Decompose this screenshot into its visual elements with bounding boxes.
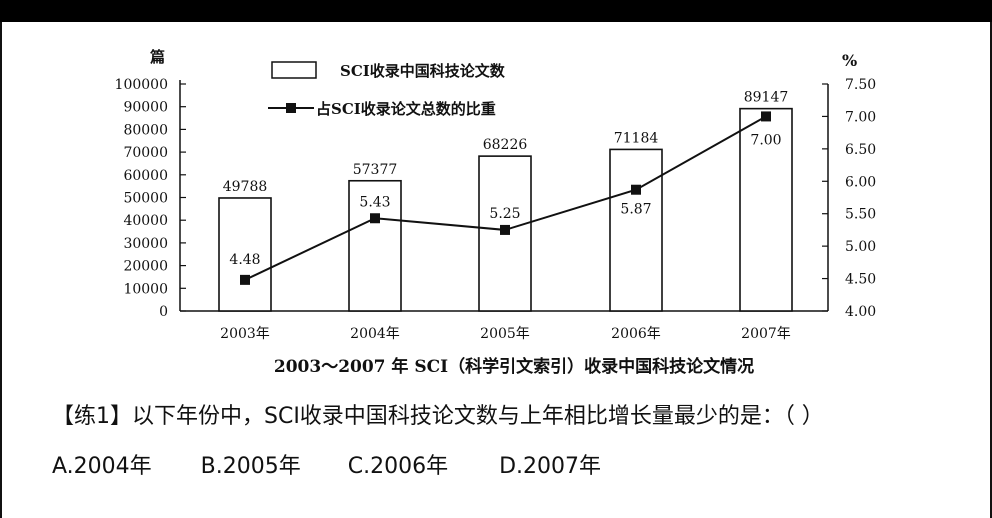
left-tick-label: 30000 xyxy=(123,236,168,252)
answer-options: A.2004年 B.2005年 C.2006年 D.2007年 xyxy=(52,448,601,480)
bars xyxy=(218,107,793,312)
legend-line-label: 占SCI收录论文总数的比重 xyxy=(316,100,496,118)
right-axis-unit: % xyxy=(842,51,857,70)
right-tick-label: 6.00 xyxy=(845,174,876,190)
bar-value-label: 57377 xyxy=(353,162,398,178)
x-tick-label: 2004年 xyxy=(350,326,400,342)
option-b[interactable]: B.2005年 xyxy=(200,454,301,479)
ratio-value-label: 5.25 xyxy=(489,206,520,222)
legend-bar-swatch xyxy=(271,61,317,79)
bar xyxy=(218,197,272,312)
left-border xyxy=(0,22,2,518)
right-tick-label: 6.50 xyxy=(845,142,876,158)
bar xyxy=(739,107,793,312)
ratio-value-label: 5.43 xyxy=(359,194,390,210)
x-tick-label: 2007年 xyxy=(741,326,791,342)
top-bar xyxy=(0,0,992,22)
right-tick-label: 5.50 xyxy=(845,207,876,223)
left-tick-label: 70000 xyxy=(123,145,168,161)
right-tick-labels: 7.50 7.00 6.50 6.00 5.50 5.00 4.50 4.00 xyxy=(822,77,876,320)
question-text: 【练1】以下年份中，SCI收录中国科技论文数与上年相比增长量最少的是：（ ） xyxy=(52,404,824,429)
bar xyxy=(348,179,402,312)
ratio-point xyxy=(370,213,380,224)
x-tick-label: 2006年 xyxy=(611,326,661,342)
right-tick-label: 7.50 xyxy=(845,77,876,93)
chart-title: 2003～2007 年 SCI（科学引文索引）收录中国科技论文情况 xyxy=(274,356,754,377)
bar-value-label: 68226 xyxy=(483,137,528,153)
option-a[interactable]: A.2004年 xyxy=(52,454,152,479)
bar-value-labels: 49788 57377 68226 71184 89147 xyxy=(223,90,789,195)
x-tick-label: 2003年 xyxy=(220,326,270,342)
left-tick-label: 90000 xyxy=(123,100,168,116)
left-axis-unit: 篇 xyxy=(150,48,165,66)
right-border xyxy=(990,22,992,518)
bar xyxy=(609,148,663,312)
right-tick-label: 5.00 xyxy=(845,239,876,255)
ratio-point xyxy=(240,274,250,285)
option-c[interactable]: C.2006年 xyxy=(347,454,449,479)
left-tick-label: 60000 xyxy=(123,168,168,184)
bar-value-label: 89147 xyxy=(744,90,789,106)
right-tick-label: 4.00 xyxy=(845,304,876,320)
left-tick-label: 80000 xyxy=(123,122,168,138)
left-tick-label: 20000 xyxy=(123,259,168,275)
bar-value-label: 49788 xyxy=(223,179,268,195)
left-tick-label: 100000 xyxy=(115,77,168,93)
left-tick-label: 0 xyxy=(159,304,168,320)
left-tick-label: 40000 xyxy=(123,213,168,229)
ratio-value-label: 5.87 xyxy=(620,202,651,218)
ratio-point xyxy=(500,224,510,235)
x-tick-label: 2005年 xyxy=(480,326,530,342)
right-tick-label: 7.00 xyxy=(845,109,876,125)
left-tick-label: 10000 xyxy=(123,281,168,297)
option-d[interactable]: D.2007年 xyxy=(499,454,602,479)
right-tick-label: 4.50 xyxy=(845,272,876,288)
ratio-value-label: 7.00 xyxy=(750,132,781,148)
bar-value-label: 71184 xyxy=(614,130,659,146)
legend-line-marker xyxy=(286,103,296,113)
ratio-point xyxy=(631,184,641,195)
left-tick-label: 50000 xyxy=(123,191,168,207)
ratio-value-labels: 4.48 5.43 5.25 5.87 7.00 xyxy=(229,132,781,267)
sci-chart: 篇 % SCI收录中国科技论文数 占SCI收录论文总数的比重 100000900… xyxy=(115,48,877,377)
x-tick-labels: 2003年 2004年 2005年 2006年 2007年 xyxy=(220,326,791,342)
left-tick-labels: 1000009000080000700006000050000400003000… xyxy=(115,77,186,320)
ratio-value-label: 4.48 xyxy=(229,252,260,268)
ratio-point xyxy=(761,111,771,122)
legend-bar-label: SCI收录中国科技论文数 xyxy=(340,62,506,80)
ratio-line xyxy=(240,111,771,285)
